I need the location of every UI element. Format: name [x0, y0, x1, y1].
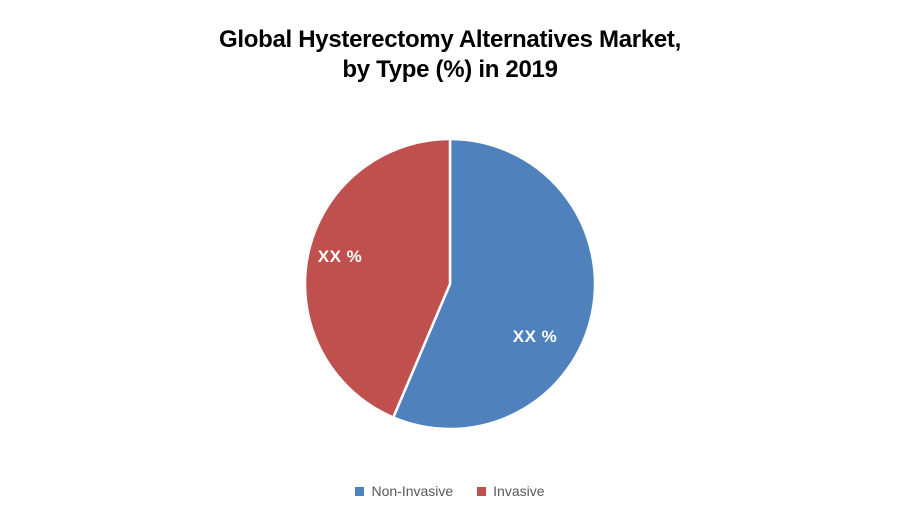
pie-slice-non-invasive: [392, 137, 597, 431]
chart-title: Global Hysterectomy Alternatives Market,…: [0, 25, 900, 85]
legend-swatch-icon: [477, 486, 487, 496]
pie-slice-data-label: XX %: [318, 247, 363, 266]
legend-item-non-invasive: Non-Invasive: [355, 483, 453, 499]
pie-slice-data-label: XX %: [513, 327, 558, 346]
chart-title-line2: by Type (%) in 2019: [342, 56, 558, 83]
legend-label: Invasive: [493, 483, 545, 499]
legend: Non-Invasive Invasive: [0, 483, 900, 499]
legend-label: Non-Invasive: [371, 483, 454, 499]
pie-slice-invasive: [303, 137, 452, 419]
legend-item-invasive: Invasive: [477, 483, 545, 499]
legend-swatch-icon: [355, 486, 365, 496]
chart-title-line1: Global Hysterectomy Alternatives Market,: [219, 26, 681, 53]
